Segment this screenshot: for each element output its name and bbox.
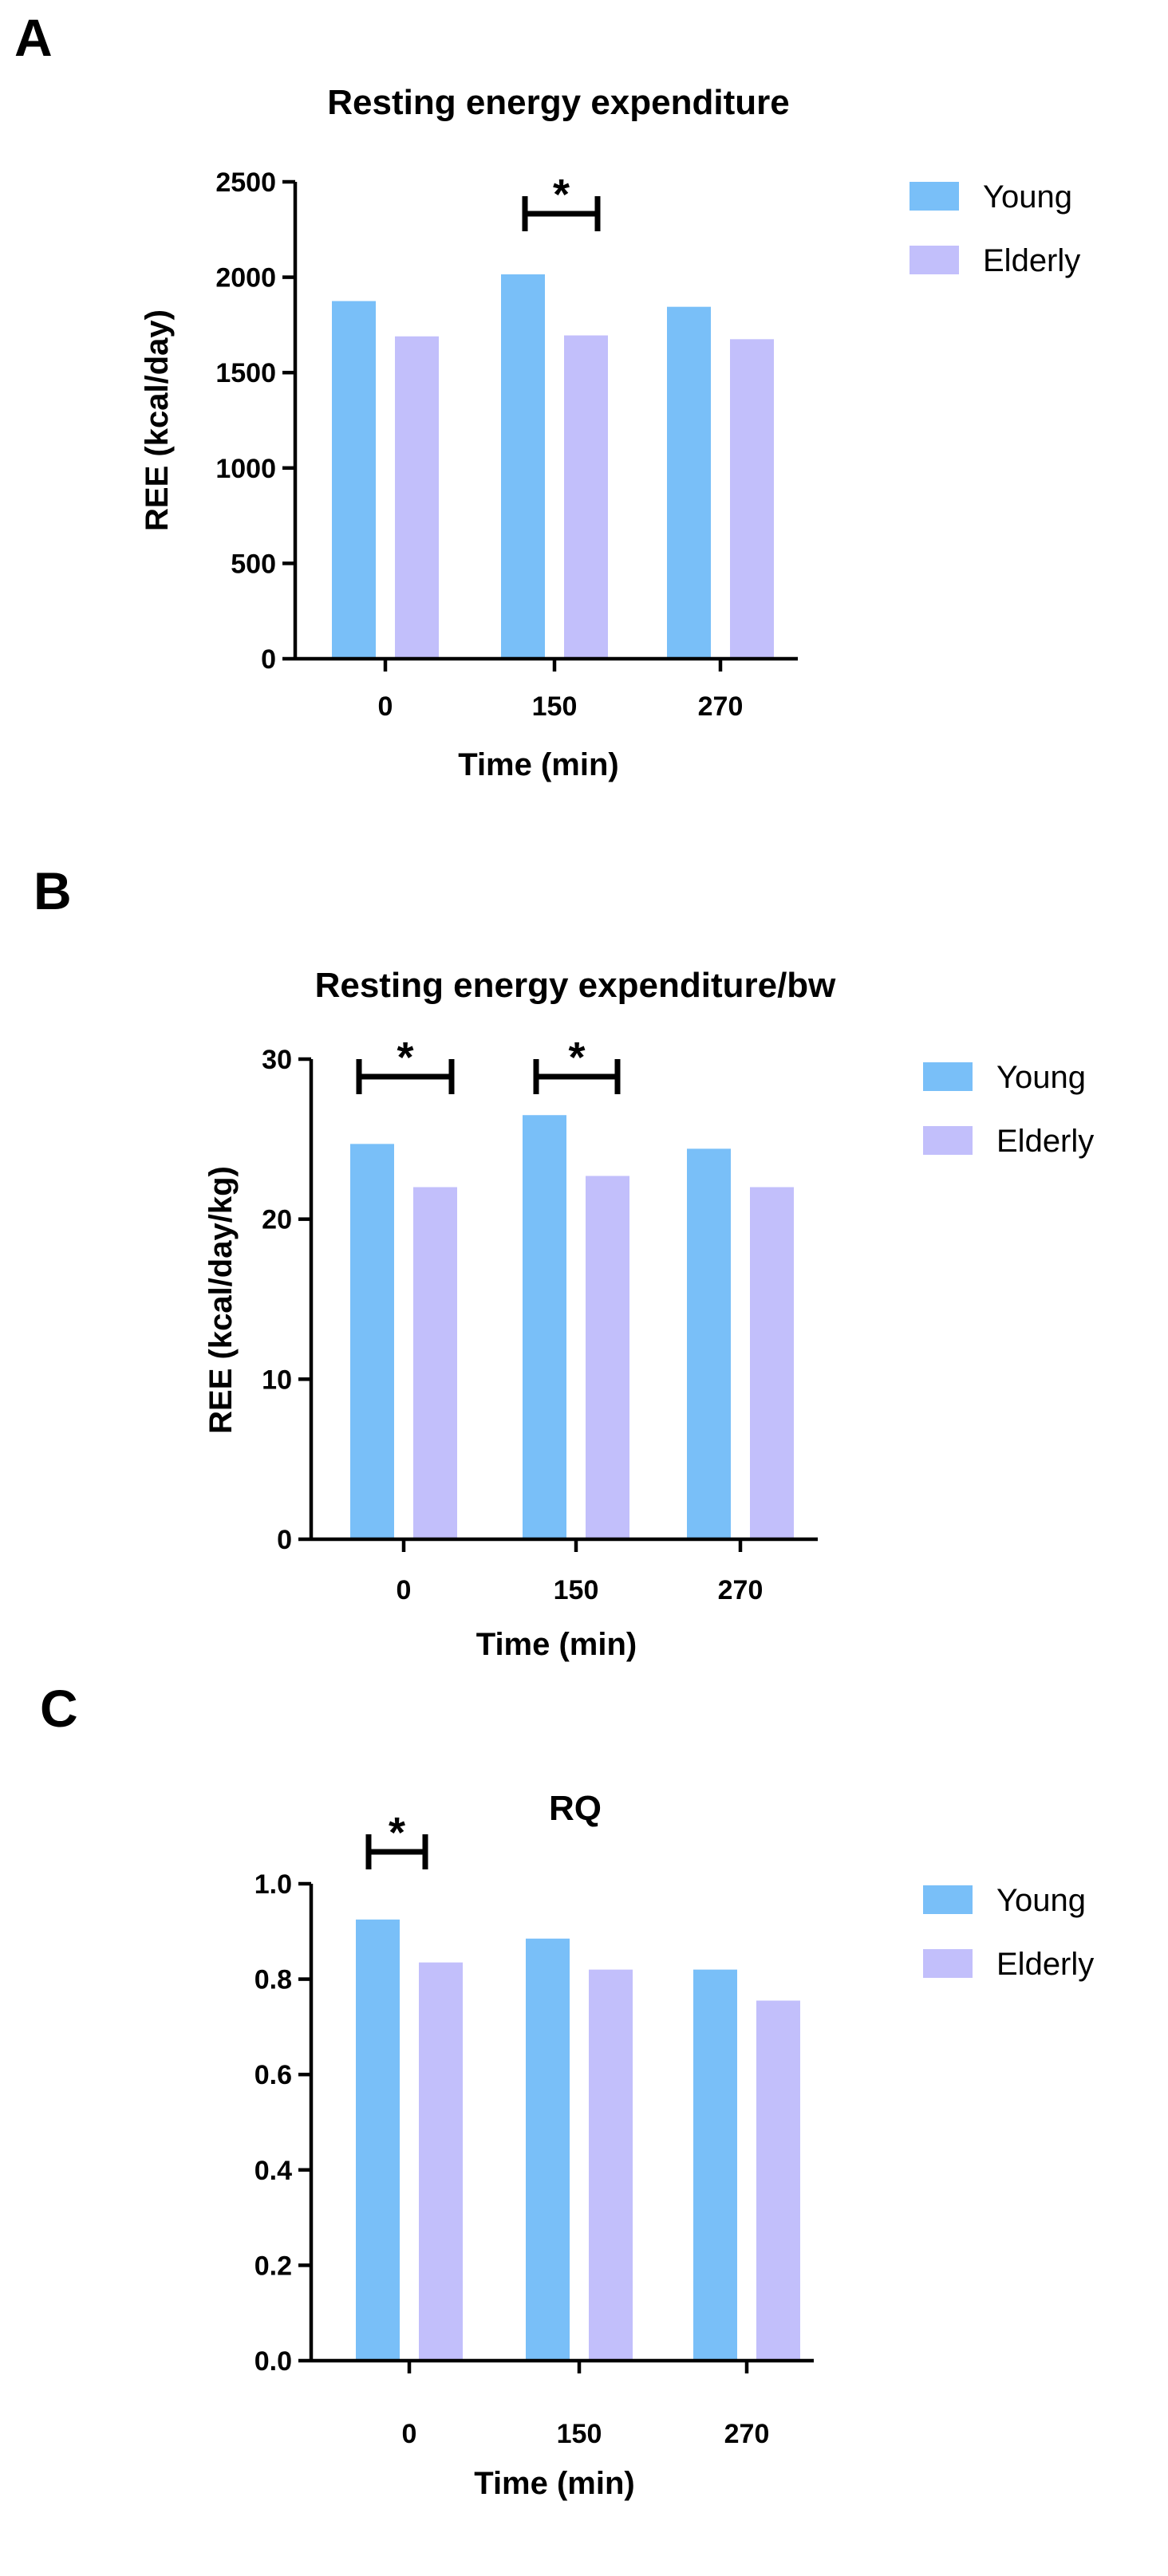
bar-elderly-0: [419, 1962, 463, 2361]
y-tick-label: 30: [262, 1045, 292, 1075]
significance-star: *: [389, 1809, 405, 1857]
legend-label-young: Young: [983, 179, 1072, 215]
y-tick-label: 500: [231, 549, 276, 579]
x-axis-label: Time (min): [474, 2466, 635, 2501]
bar-young-150: [526, 1938, 570, 2361]
legend-swatch-young: [923, 1885, 973, 1914]
y-tick-label: 2500: [215, 167, 276, 198]
legend-swatch-elderly: [923, 1949, 973, 1978]
legend-label-elderly: Elderly: [996, 1124, 1094, 1159]
legend-label-young: Young: [996, 1883, 1086, 1918]
x-axis-label: Time (min): [476, 1627, 637, 1662]
legend-swatch-elderly: [923, 1126, 973, 1155]
bar-elderly-150: [589, 1969, 633, 2361]
chart-title: RQ: [549, 1789, 602, 1828]
x-tick-label: 150: [532, 691, 578, 722]
y-tick-label: 0.8: [255, 1965, 292, 1995]
x-tick-label: 270: [698, 691, 744, 722]
x-tick-label: 0: [402, 2419, 417, 2449]
y-tick-label: 20: [262, 1205, 292, 1235]
bar-elderly-270: [756, 2000, 800, 2361]
bar-young-270: [667, 306, 711, 659]
y-axis-label: REE (kcal/day/kg): [203, 1166, 239, 1434]
bar-young-270: [687, 1148, 731, 1539]
legend-label-elderly: Elderly: [983, 243, 1080, 278]
legend-swatch-young: [923, 1062, 973, 1091]
legend-label-young: Young: [996, 1060, 1086, 1095]
bar-elderly-150: [586, 1176, 629, 1539]
significance-star: *: [397, 1034, 413, 1081]
bar-elderly-270: [750, 1187, 794, 1539]
bar-elderly-0: [395, 336, 439, 659]
bar-elderly-0: [413, 1187, 457, 1539]
y-tick-label: 0.6: [255, 2060, 292, 2090]
y-tick-label: 0: [277, 1525, 292, 1555]
panel-letter: B: [34, 861, 72, 920]
y-tick-label: 0.0: [255, 2346, 292, 2377]
bar-elderly-150: [564, 335, 608, 659]
y-tick-label: 0.4: [255, 2156, 292, 2186]
legend-swatch-young: [910, 182, 959, 211]
significance-star: *: [553, 171, 570, 219]
chart-title: Resting energy expenditure: [327, 83, 789, 122]
bar-young-0: [356, 1919, 400, 2361]
bar-young-270: [693, 1969, 737, 2361]
y-tick-label: 1000: [215, 454, 276, 484]
legend-label-elderly: Elderly: [996, 1947, 1094, 1982]
x-axis-label: Time (min): [458, 747, 619, 782]
panel-letter: C: [40, 1679, 78, 1738]
significance-star: *: [568, 1034, 585, 1081]
y-tick-label: 0.2: [255, 2251, 292, 2281]
bar-young-150: [501, 274, 545, 659]
legend-swatch-elderly: [910, 246, 959, 274]
x-tick-label: 0: [378, 691, 393, 722]
significance-bracket: [356, 1059, 455, 1094]
x-tick-label: 150: [554, 1575, 599, 1605]
x-tick-label: 0: [397, 1575, 412, 1605]
bar-elderly-270: [730, 339, 774, 659]
chart-title: Resting energy expenditure/bw: [315, 966, 837, 1005]
significance-bracket: [533, 1059, 621, 1094]
bar-young-0: [332, 301, 376, 659]
y-tick-label: 0: [261, 644, 276, 675]
y-tick-label: 1500: [215, 358, 276, 388]
chart-panel-c: C RQ 0.0 0.2 0.4 0.6 0.8 1.0 0 150 270 Time (min) * Y…: [40, 1679, 1094, 2501]
bar-young-150: [523, 1115, 566, 1539]
y-tick-label: 10: [262, 1365, 292, 1395]
significance-bracket: [365, 1834, 428, 1869]
y-axis-label: REE (kcal/day): [140, 309, 175, 531]
panel-letter: A: [14, 8, 53, 67]
y-tick-label: 2000: [215, 263, 276, 293]
chart-panel-b: B Resting energy expenditure/bw 0 10 20 30 0 15…: [34, 861, 1094, 1662]
x-tick-label: 150: [557, 2419, 602, 2449]
y-tick-label: 1.0: [255, 1869, 292, 1900]
significance-bracket: [522, 196, 601, 231]
x-tick-label: 270: [724, 2419, 770, 2449]
x-tick-label: 270: [718, 1575, 764, 1605]
bar-young-0: [350, 1144, 394, 1539]
